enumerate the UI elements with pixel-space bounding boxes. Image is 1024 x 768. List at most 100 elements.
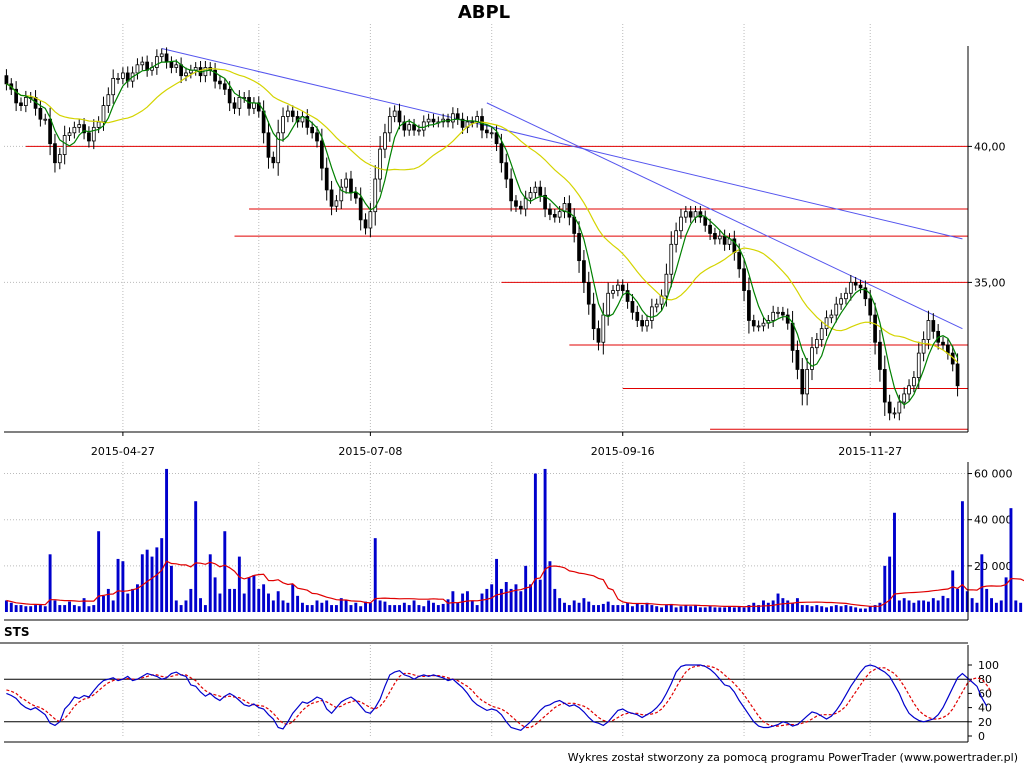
volume-bar <box>519 591 523 612</box>
volume-bar <box>252 575 256 612</box>
candle-body <box>606 292 611 316</box>
candle-body <box>868 298 873 316</box>
candle-body <box>810 347 814 370</box>
volume-bar <box>24 606 28 612</box>
candle-body <box>756 325 761 328</box>
volume-bar <box>791 602 795 612</box>
candle-body <box>489 132 494 135</box>
candle-body <box>383 132 387 150</box>
volume-bar <box>407 605 411 612</box>
candle-body <box>135 64 140 74</box>
chart-title: ABPL <box>457 2 511 23</box>
volume-bar <box>985 588 989 612</box>
candle-body <box>281 116 285 134</box>
volume-bar <box>9 602 13 612</box>
volume-bar <box>233 588 236 612</box>
candle-body <box>504 162 509 180</box>
candle-body <box>19 102 23 106</box>
volume-bar <box>480 593 484 612</box>
volume-bar <box>286 602 290 612</box>
candle-body <box>781 311 785 316</box>
trend-line <box>161 47 963 240</box>
candle-body <box>683 211 688 218</box>
candle-body <box>276 132 281 164</box>
volume-bar <box>825 607 829 612</box>
candle-body <box>77 124 82 128</box>
trend-line <box>486 102 963 330</box>
volume-bar <box>441 603 445 612</box>
date-tick-label: 2015-09-16 <box>591 445 655 458</box>
candle-body <box>882 369 887 403</box>
candle-body <box>324 167 329 191</box>
volume-bar <box>509 588 513 612</box>
candle-body <box>538 186 543 196</box>
volume-bar <box>189 588 193 612</box>
volume-bar <box>975 602 979 612</box>
volume-bar <box>102 595 105 612</box>
volume-bar <box>422 606 426 612</box>
candle-body <box>790 322 795 351</box>
candle-body <box>873 314 877 343</box>
volume-bar <box>829 606 833 612</box>
candle-body <box>349 178 353 194</box>
candle-body <box>834 303 839 316</box>
volume-bar <box>917 600 921 612</box>
volume-bar <box>1009 508 1013 612</box>
candle-body <box>179 64 183 77</box>
volume-bar <box>737 606 741 612</box>
candle-body <box>649 306 654 321</box>
candle-body <box>121 72 125 79</box>
volume-bar <box>155 547 159 612</box>
volume-bar <box>427 600 431 612</box>
candle-body <box>140 61 145 66</box>
candle-body <box>819 328 824 340</box>
volume-bar <box>970 598 974 612</box>
volume-bar <box>868 606 872 612</box>
candle-body <box>421 121 426 131</box>
candle-body <box>800 369 805 395</box>
short-moving-average <box>6 60 959 406</box>
candle-body <box>91 126 96 142</box>
volume-bar <box>344 600 348 612</box>
sts-panel-title: STS <box>4 625 30 639</box>
volume-bar <box>242 593 246 612</box>
volume-bar <box>213 577 217 612</box>
volume-bar <box>174 600 178 612</box>
volume-bar <box>29 606 33 612</box>
volume-bar <box>53 600 57 612</box>
candle-body <box>315 132 319 142</box>
volume-bar <box>223 531 227 612</box>
volume-bar <box>126 593 130 612</box>
candle-body <box>62 135 67 155</box>
volume-bar <box>135 584 139 612</box>
volume-bar <box>417 605 421 612</box>
volume-bar <box>140 554 144 612</box>
candle-body <box>82 124 86 134</box>
volume-bar <box>373 538 377 612</box>
volume-bar <box>728 606 731 612</box>
candle-body <box>252 102 256 109</box>
candle-body <box>776 311 780 314</box>
candle-body <box>514 200 518 207</box>
candle-body <box>174 64 179 68</box>
volume-bar <box>446 599 450 612</box>
volume-bar <box>291 584 295 612</box>
candle-body <box>596 328 601 343</box>
candle-body <box>693 211 698 218</box>
sts-main-line <box>6 664 988 731</box>
candle-body <box>601 314 606 343</box>
candle-body <box>737 252 742 270</box>
candle-body <box>499 143 504 164</box>
candle-body <box>892 412 897 415</box>
volume-bar <box>820 606 824 612</box>
volume-bar <box>849 606 853 612</box>
volume-bar <box>325 600 329 612</box>
sts-y-tick-label: 80 <box>978 673 992 686</box>
volume-bar <box>723 607 727 612</box>
volume-bar <box>475 605 479 612</box>
volume-bar <box>300 602 304 612</box>
volume-bar <box>499 588 503 612</box>
candle-body <box>397 110 402 123</box>
date-tick-label: 2015-07-08 <box>338 445 402 458</box>
